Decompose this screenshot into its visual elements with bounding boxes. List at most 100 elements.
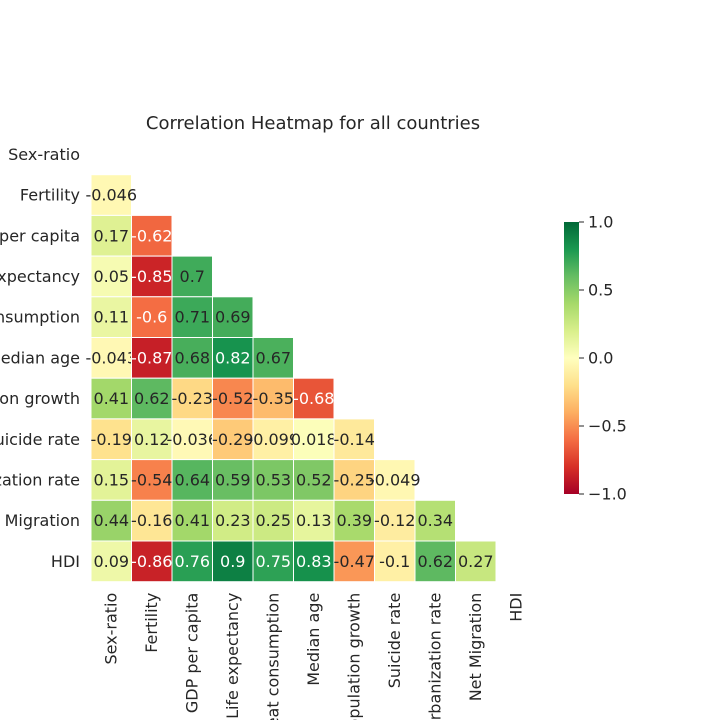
heatmap-cell <box>414 540 456 583</box>
heatmap-cell <box>455 540 497 583</box>
heatmap-cell <box>414 499 456 542</box>
cell-value-label: -0.68 <box>293 389 334 408</box>
cell-value-label: -0.12 <box>374 511 415 530</box>
cell-value-label: 0.64 <box>174 470 210 489</box>
cell-value-label: -0.099 <box>247 430 299 449</box>
cell-value-label: 0.62 <box>417 552 453 571</box>
cell-value-label: 0.41 <box>174 511 210 530</box>
y-tick-labels: Sex-ratio Fertility GDP per capita Life exp… <box>0 145 80 571</box>
y-tick-label: Urbanization rate <box>0 470 80 489</box>
cell-value-label: 0.41 <box>93 389 129 408</box>
cell-value-label: -0.47 <box>334 552 375 571</box>
colorbar-gradient <box>564 222 579 494</box>
heatmap-cell <box>131 418 173 461</box>
cell-value-label: 0.39 <box>336 511 372 530</box>
cell-value-label: -0.043 <box>85 348 137 367</box>
heatmap-cell <box>333 499 375 542</box>
cell-value-label: -0.25 <box>334 470 375 489</box>
y-tick-label: Sex-ratio <box>8 145 80 164</box>
cell-value-label: 0.82 <box>215 348 251 367</box>
heatmap-cell <box>131 377 173 420</box>
cell-value-label: 0.69 <box>215 308 251 327</box>
y-tick-label: Meat consumption <box>0 308 80 327</box>
colorbar-ticks: 1.0 0.5 0.0 −0.5 −1.0 <box>579 213 627 504</box>
cell-value-label: -0.049 <box>369 470 421 489</box>
x-tick-label: Urbanization rate <box>426 593 445 720</box>
colorbar-tick-label: −0.5 <box>588 417 627 436</box>
y-tick-label: GDP per capita <box>0 226 80 245</box>
cell-value-label: 0.23 <box>215 511 251 530</box>
heatmap-cell <box>252 540 294 583</box>
cell-value-label: 0.44 <box>93 511 129 530</box>
cell-value-label: 0.76 <box>174 552 210 571</box>
heatmap-cell <box>131 540 173 583</box>
heatmap-cell <box>252 499 294 542</box>
x-tick-label: Population growth <box>345 593 364 720</box>
heatmap-cell <box>131 499 173 542</box>
y-tick-label: Median age <box>0 348 80 367</box>
heatmap-cell <box>293 377 335 420</box>
x-tick-label: HDI <box>507 593 526 622</box>
heatmap-cell <box>293 499 335 542</box>
colorbar-tick-label: −1.0 <box>588 485 627 504</box>
chart-title: Correlation Heatmap for all countries <box>146 113 480 134</box>
cell-value-label: 0.05 <box>93 267 129 286</box>
x-tick-label: Suicide rate <box>385 593 404 689</box>
cell-value-label: -0.87 <box>131 348 172 367</box>
heatmap-cell <box>212 540 254 583</box>
heatmap-cells: -0.046 0.17 -0.62 0.05 -0.85 0.7 0.11 -0.6 0.71 0… <box>85 174 497 583</box>
cell-value-label: 0.018 <box>291 430 337 449</box>
cell-value-label: 0.12 <box>134 430 170 449</box>
heatmap-cell <box>333 418 375 461</box>
cell-value-label: -0.1 <box>379 552 410 571</box>
heatmap-cell <box>252 377 294 420</box>
cell-value-label: 0.83 <box>296 552 332 571</box>
cell-value-label: -0.85 <box>131 267 172 286</box>
heatmap-cell <box>171 499 213 542</box>
y-tick-label: HDI <box>51 552 80 571</box>
cell-value-label: 0.59 <box>215 470 251 489</box>
heatmap-cell <box>90 377 132 420</box>
cell-value-label: 0.52 <box>296 470 332 489</box>
heatmap-cell <box>131 296 173 338</box>
cell-value-label: -0.036 <box>166 430 218 449</box>
heatmap-cell <box>171 377 213 420</box>
heatmap-cell <box>293 540 335 583</box>
cell-value-label: 0.71 <box>174 308 210 327</box>
heatmap-cell <box>90 418 132 461</box>
cell-value-label: 0.68 <box>174 348 210 367</box>
cell-value-label: 0.13 <box>296 511 332 530</box>
cell-value-label: -0.62 <box>131 226 172 245</box>
x-tick-label: GDP per capita <box>183 593 202 713</box>
cell-value-label: 0.25 <box>255 511 291 530</box>
colorbar-tick-label: 0.5 <box>588 281 613 300</box>
heatmap-cell <box>333 540 375 583</box>
heatmap-cell <box>90 459 132 501</box>
cell-value-label: 0.11 <box>93 308 129 327</box>
y-tick-label: Fertility <box>20 186 80 205</box>
heatmap-cell <box>90 174 132 216</box>
cell-value-label: -0.14 <box>334 430 375 449</box>
x-tick-label: Life expectancy <box>223 593 242 719</box>
cell-value-label: 0.67 <box>255 348 291 367</box>
cell-value-label: 0.9 <box>220 552 245 571</box>
cell-value-label: -0.35 <box>253 389 294 408</box>
cell-value-label: -0.23 <box>172 389 213 408</box>
cell-value-label: 0.27 <box>458 552 494 571</box>
y-tick-label: Net Migration <box>0 511 80 530</box>
heatmap-cell <box>333 459 375 501</box>
heatmap-cell <box>131 337 173 379</box>
cell-value-label: -0.54 <box>131 470 172 489</box>
colorbar-tick-label: 0.0 <box>588 349 613 368</box>
y-tick-label: Life expectancy <box>0 267 80 286</box>
colorbar: 1.0 0.5 0.0 −0.5 −1.0 <box>564 213 627 504</box>
cell-value-label: -0.6 <box>136 308 167 327</box>
x-tick-label: Median age <box>304 593 323 686</box>
cell-value-label: -0.86 <box>131 552 172 571</box>
cell-value-label: -0.52 <box>212 389 253 408</box>
heatmap-cell <box>293 459 335 501</box>
cell-value-label: 0.15 <box>93 470 129 489</box>
heatmap-cell <box>212 296 254 338</box>
cell-value-label: 0.17 <box>93 226 129 245</box>
